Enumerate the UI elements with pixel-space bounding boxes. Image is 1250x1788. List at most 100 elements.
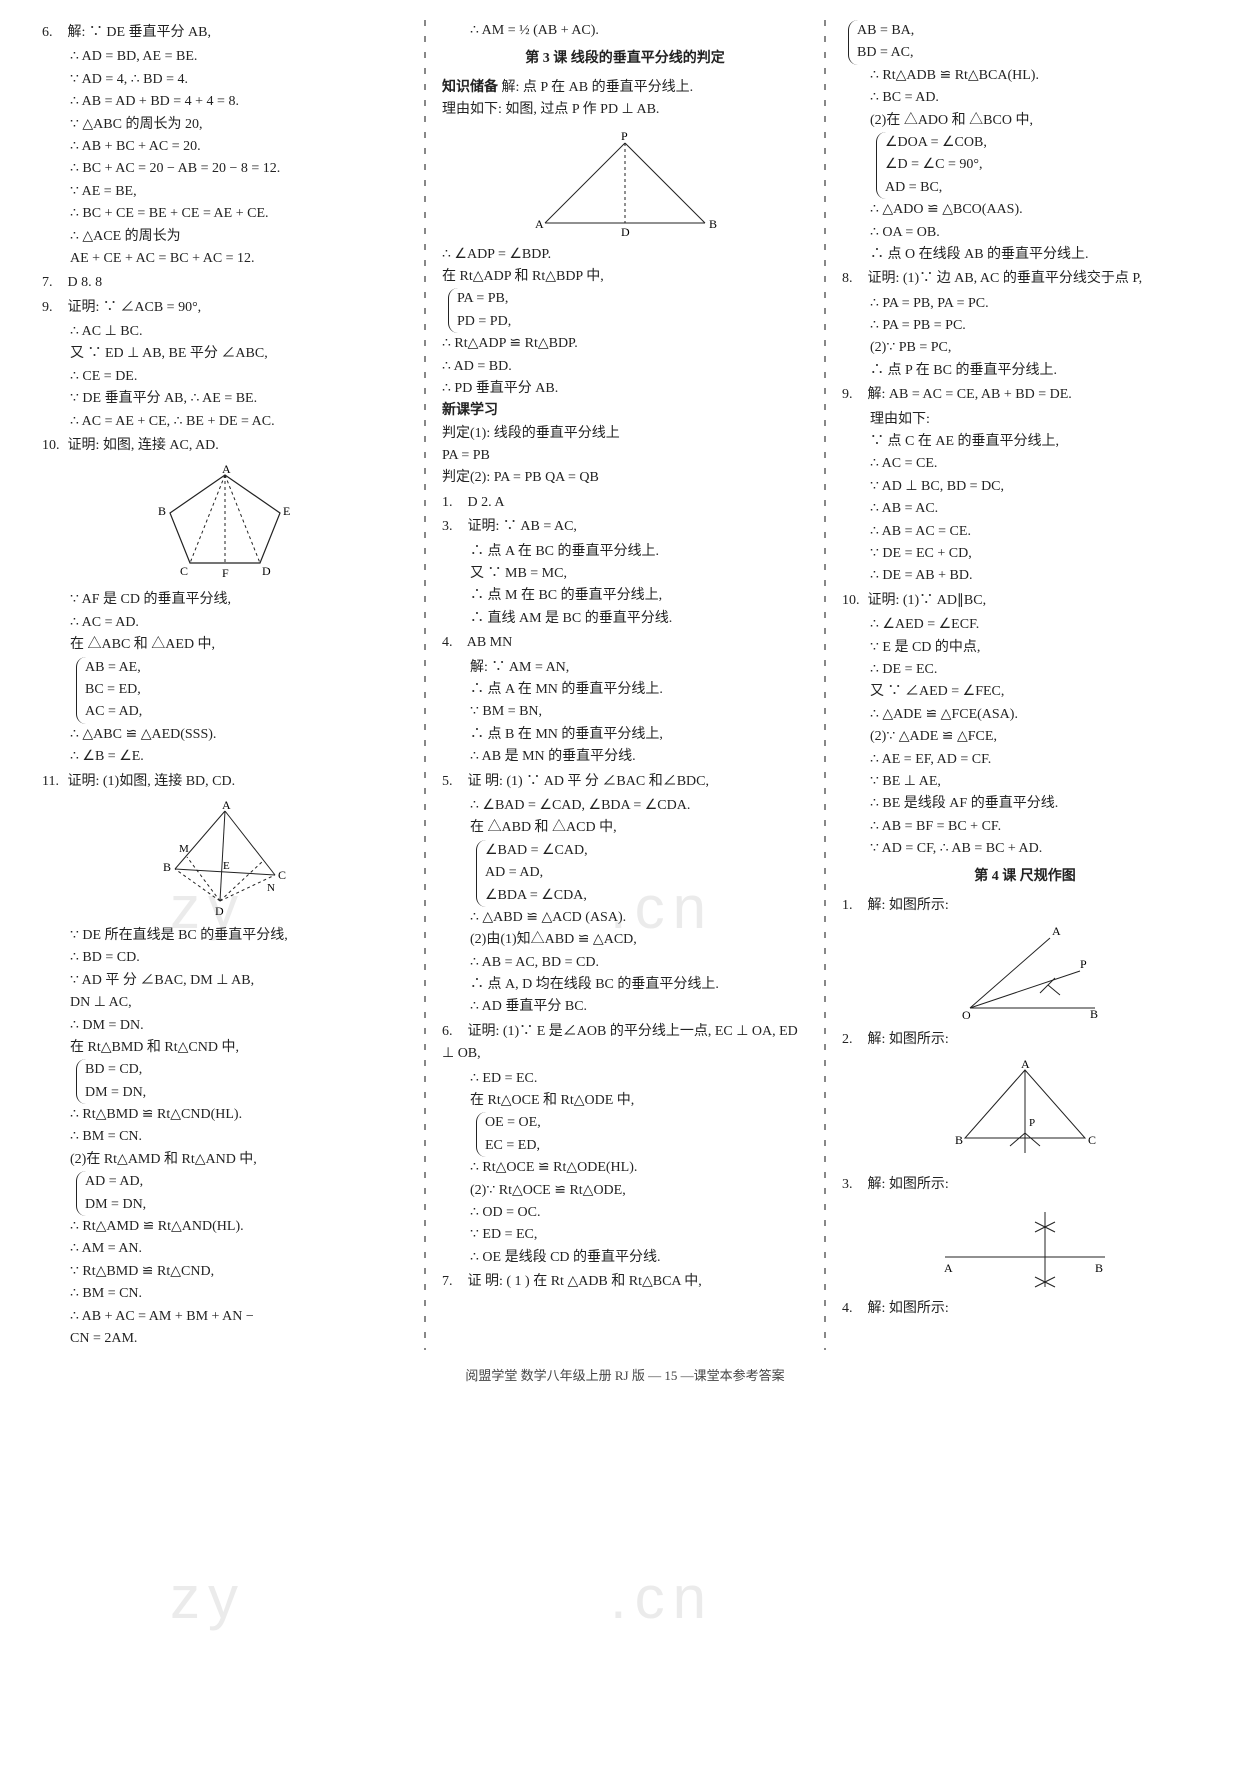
text: ∴ △ABC ≌ △AED(SSS).	[42, 724, 408, 746]
text: BD = CD,	[85, 1059, 408, 1081]
text: 理由如下:	[842, 409, 1208, 431]
text: ∴ Rt△ADB ≌ Rt△BCA(HL).	[842, 65, 1208, 87]
text: AD = BC,	[885, 177, 1208, 199]
text: ∴ △ADE ≌ △FCE(ASA).	[842, 704, 1208, 726]
text: ∴ AE = EF, AD = CF.	[842, 749, 1208, 771]
svg-text:C: C	[1088, 1133, 1096, 1147]
text: D 8. 8	[68, 275, 103, 290]
text: ∴ AB = AC.	[842, 498, 1208, 520]
q9: 9. 证明: ∵ ∠ACB = 90°,	[42, 297, 408, 319]
text: ∴ OA = OB.	[842, 222, 1208, 244]
text: ∴ DM = DN.	[42, 1015, 408, 1037]
text: ∵ AD ⊥ BC, BD = DC,	[842, 476, 1208, 498]
text: ∴ 直线 AM 是 BC 的垂直平分线.	[442, 608, 808, 630]
text: ∵ △ABC 的周长为 20,	[42, 114, 408, 136]
svg-text:C: C	[180, 564, 188, 578]
text: ∴ AC = CE.	[842, 453, 1208, 475]
svg-text:N: N	[267, 882, 275, 894]
text: ∴ ED = EC.	[442, 1068, 808, 1090]
text: ∴ 点 P 在 BC 的垂直平分线上.	[842, 360, 1208, 382]
svg-text:B: B	[709, 217, 717, 231]
column-3: AB = BA, BD = AC, ∴ Rt△ADB ≌ Rt△BCA(HL).…	[830, 20, 1220, 1350]
q-num: 4.	[842, 1298, 864, 1320]
q-num: 4.	[442, 632, 464, 654]
svg-text:O: O	[962, 1008, 971, 1022]
q-num: 9.	[42, 297, 64, 319]
text: ∴ ∠B = ∠E.	[42, 746, 408, 768]
q-num: 11.	[42, 771, 64, 793]
section-label: 知识储备	[442, 80, 498, 95]
text: AB = BA,	[857, 20, 1208, 42]
text: ∠D = ∠C = 90°,	[885, 154, 1208, 176]
text: D 2. A	[468, 495, 505, 510]
column-separator	[824, 20, 826, 1350]
text: ∴ AB = AD + BD = 4 + 4 = 8.	[42, 91, 408, 113]
svg-text:M: M	[179, 843, 189, 855]
q1: 1. 解: 如图所示:	[842, 895, 1208, 917]
text: ∵ BM = BN,	[442, 701, 808, 723]
text: 又 ∵ MB = MC,	[442, 563, 808, 585]
q-num: 9.	[842, 384, 864, 406]
text: ∵ AD = CF, ∴ AB = BC + AD.	[842, 838, 1208, 860]
column-separator	[424, 20, 426, 1350]
q-num: 10.	[842, 590, 864, 612]
text: ∴ 点 M 在 BC 的垂直平分线上,	[442, 585, 808, 607]
text: 解: 如图所示:	[868, 1301, 949, 1316]
text: AE + CE + AC = BC + AC = 12.	[42, 248, 408, 270]
text: ∴ PD 垂直平分 AB.	[442, 378, 808, 400]
svg-text:D: D	[262, 564, 271, 578]
section-label: 新课学习	[442, 400, 808, 422]
text: ∴ BC = AD.	[842, 87, 1208, 109]
text: ∵ BE ⊥ AE,	[842, 771, 1208, 793]
text: ∴ PA = PB = PC.	[842, 315, 1208, 337]
watermark-icon: zy	[170, 1550, 246, 1646]
text: ∵ E 是 CD 的中点,	[842, 637, 1208, 659]
svg-text:A: A	[222, 463, 231, 476]
q4: 4. AB MN	[442, 632, 808, 654]
text: ∵ AD = 4, ∴ BD = 4.	[42, 69, 408, 91]
text: ∴ 点 A, D 均在线段 BC 的垂直平分线上.	[442, 974, 808, 996]
text: ∴ Rt△ADP ≌ Rt△BDP.	[442, 333, 808, 355]
q2: 2. 解: 如图所示:	[842, 1029, 1208, 1051]
text: (2)∵ PB = PC,	[842, 337, 1208, 359]
text: ∴ AD 垂直平分 BC.	[442, 996, 808, 1018]
text: ∴ AB + AC = AM + BM + AN −	[42, 1306, 408, 1328]
text: AB MN	[467, 635, 513, 650]
text: 在 △ABD 和 △ACD 中,	[442, 817, 808, 839]
text: 又 ∵ ∠AED = ∠FEC,	[842, 681, 1208, 703]
q3: 3. 解: 如图所示:	[842, 1174, 1208, 1196]
text: BD = AC,	[857, 42, 1208, 64]
text: (2)在 △ADO 和 △BCO 中,	[842, 110, 1208, 132]
q10: 10. 证明: (1)∵ AD∥BC,	[842, 590, 1208, 612]
text: ∴ BD = CD.	[42, 947, 408, 969]
text: (2)∵ △ADE ≌ △FCE,	[842, 726, 1208, 748]
text: ∵ DE = EC + CD,	[842, 543, 1208, 565]
text: ∴ AC ⊥ BC.	[42, 321, 408, 343]
text: 证明: ∵ ∠ACB = 90°,	[68, 300, 202, 315]
zscb: 知识储备 解: 点 P 在 AB 的垂直平分线上.	[442, 77, 808, 99]
text: ∴ DE = AB + BD.	[842, 565, 1208, 587]
text: ∴ ∠AED = ∠ECF.	[842, 614, 1208, 636]
text: (2)∵ Rt△OCE ≌ Rt△ODE,	[442, 1180, 808, 1202]
svg-text:B: B	[955, 1133, 963, 1147]
text: 判定(1): 线段的垂直平分线上	[442, 423, 808, 445]
text: ∴ OD = OC.	[442, 1202, 808, 1224]
brace-group: PA = PB, PD = PD,	[448, 288, 808, 333]
lesson-title: 第 4 课 尺规作图	[842, 866, 1208, 888]
text: 证 明: ( 1 ) 在 Rt △ADB 和 Rt△BCA 中,	[468, 1274, 702, 1289]
text: PA = PB	[442, 445, 808, 467]
text: ∴ AB = BF = BC + CF.	[842, 816, 1208, 838]
text: ∴ DE = EC.	[842, 659, 1208, 681]
pentagon-figure: A B E C D F	[150, 463, 300, 583]
svg-text:A: A	[222, 799, 231, 812]
q10: 10. 证明: 如图, 连接 AC, AD.	[42, 435, 408, 457]
q-num: 7.	[442, 1271, 464, 1293]
text: ∴ BM = CN.	[42, 1283, 408, 1305]
triangle-p-figure: P A B D	[525, 128, 725, 238]
q9: 9. 解: AB = AC = CE, AB + BD = DE.	[842, 384, 1208, 406]
angle-bisector-figure: O A B P	[940, 923, 1110, 1023]
text: ∴ △ADO ≌ △BCO(AAS).	[842, 199, 1208, 221]
text: ∵ 点 C 在 AE 的垂直平分线上,	[842, 431, 1208, 453]
text: 在 Rt△ADP 和 Rt△BDP 中,	[442, 266, 808, 288]
text: ∴ AB = AC, BD = CD.	[442, 952, 808, 974]
